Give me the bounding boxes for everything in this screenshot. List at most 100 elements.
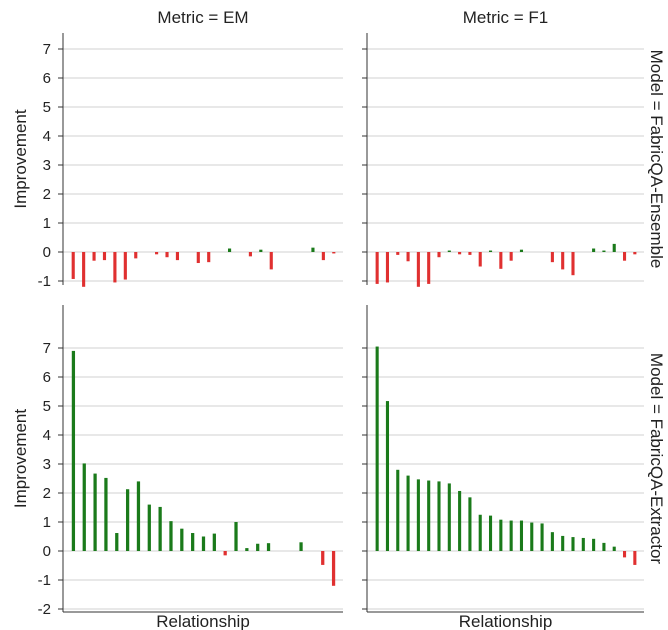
bar — [191, 533, 195, 551]
bar — [92, 252, 96, 261]
bar — [245, 548, 249, 551]
bar — [375, 346, 379, 551]
bar — [299, 542, 303, 551]
bar — [509, 252, 513, 261]
bar — [519, 520, 524, 551]
y-tick-label: 6 — [43, 70, 51, 87]
bar — [147, 504, 151, 551]
bar — [581, 537, 585, 551]
bar — [612, 243, 616, 252]
bar — [468, 252, 472, 255]
bar — [612, 546, 616, 551]
y-tick-label: 2 — [43, 485, 51, 502]
bar — [396, 252, 400, 255]
bar — [488, 515, 493, 551]
bar — [427, 252, 431, 284]
bar — [592, 538, 596, 551]
bar — [478, 252, 482, 267]
bar — [458, 490, 462, 551]
y-tick-label: -2 — [38, 601, 51, 618]
bar — [509, 520, 513, 551]
bar — [447, 250, 451, 252]
bar — [406, 252, 410, 262]
bar — [102, 252, 107, 261]
bar — [196, 252, 200, 264]
bar — [375, 252, 379, 284]
bar — [155, 252, 159, 255]
y-tick-label: 7 — [43, 41, 51, 58]
y-tick-label: 2 — [43, 186, 51, 203]
x-axis-title: Relationship — [156, 612, 250, 630]
bar — [458, 252, 462, 255]
y-tick-label: -1 — [38, 273, 51, 290]
bar — [169, 521, 173, 551]
bar — [266, 543, 271, 551]
bar — [561, 252, 565, 270]
col-title: Metric = EM — [157, 8, 248, 27]
row-title: Model = FabricQA-Extractor — [647, 353, 666, 564]
bar — [571, 252, 575, 276]
bar — [540, 523, 544, 551]
bar — [175, 252, 180, 261]
row-title: Model = FabricQA-Ensemble — [647, 50, 666, 269]
bar — [201, 536, 206, 551]
bar — [437, 252, 441, 258]
bar — [321, 551, 325, 565]
y-tick-label: 3 — [43, 456, 51, 473]
bar — [331, 551, 336, 586]
y-tick-label: -1 — [38, 572, 51, 589]
bar — [499, 252, 503, 269]
bar — [71, 252, 75, 279]
bar — [437, 481, 441, 551]
y-tick-label: 4 — [43, 427, 51, 444]
y-tick-label: 3 — [43, 157, 51, 174]
bar — [622, 252, 627, 261]
bar — [468, 497, 472, 551]
bar — [115, 533, 119, 551]
y-tick-label: 1 — [43, 514, 51, 531]
bar — [561, 535, 565, 551]
bar — [223, 551, 227, 556]
bar — [416, 479, 420, 551]
bar — [633, 551, 637, 565]
bar — [332, 252, 336, 254]
bar — [550, 252, 554, 263]
y-tick-label: 6 — [43, 369, 51, 386]
bar — [93, 473, 97, 551]
bar — [447, 483, 451, 551]
bar — [602, 250, 606, 252]
bar — [234, 522, 238, 551]
bar — [499, 519, 503, 551]
bar — [311, 247, 315, 252]
bar — [158, 506, 162, 551]
bar — [633, 252, 637, 255]
bar — [385, 401, 390, 551]
bar — [269, 252, 273, 270]
bar — [113, 252, 117, 283]
bar — [212, 533, 216, 551]
y-axis-title: Improvement — [11, 109, 30, 208]
bar — [396, 469, 400, 551]
bar — [519, 249, 524, 252]
bar — [488, 250, 493, 252]
bar — [478, 514, 482, 551]
y-tick-label: 1 — [43, 215, 51, 232]
bar — [622, 551, 627, 558]
bar — [165, 252, 169, 258]
bar — [592, 248, 596, 252]
y-tick-label: 4 — [43, 128, 51, 145]
bar — [427, 480, 431, 551]
bar — [125, 489, 130, 551]
bar — [530, 522, 534, 551]
y-tick-label: 5 — [43, 99, 51, 116]
bar — [321, 252, 325, 261]
x-axis-title: Relationship — [459, 612, 553, 630]
bar — [385, 252, 390, 283]
bar — [136, 481, 141, 551]
bar — [416, 252, 420, 287]
y-tick-label: 7 — [43, 340, 51, 357]
bar — [227, 248, 232, 252]
bar — [207, 252, 211, 263]
col-title: Metric = F1 — [463, 8, 549, 27]
bar — [248, 252, 252, 257]
